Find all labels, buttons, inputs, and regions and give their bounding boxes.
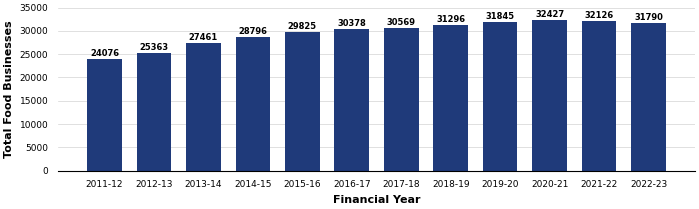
Text: 27461: 27461 [189,33,218,42]
Text: 32427: 32427 [535,10,564,19]
Text: 30378: 30378 [338,19,366,28]
Bar [483,22,517,171]
Text: 31845: 31845 [486,12,514,21]
Text: 25363: 25363 [139,43,168,52]
Text: 32126: 32126 [584,11,614,20]
Text: 28796: 28796 [238,27,267,36]
Bar [582,21,617,171]
Bar [285,32,319,171]
X-axis label: Financial Year: Financial Year [333,195,420,205]
Text: 24076: 24076 [90,48,119,57]
Bar [533,20,567,171]
Bar [186,43,221,171]
Bar [631,23,666,171]
Text: 31296: 31296 [436,15,466,24]
Bar [87,59,122,171]
Bar [136,52,171,171]
Bar [384,28,419,171]
Bar [433,25,468,171]
Bar [236,37,270,171]
Text: 30569: 30569 [387,18,416,27]
Text: 31790: 31790 [634,13,663,22]
Text: 29825: 29825 [288,22,317,31]
Y-axis label: Total Food Businesses: Total Food Businesses [4,20,14,158]
Bar [334,29,369,171]
